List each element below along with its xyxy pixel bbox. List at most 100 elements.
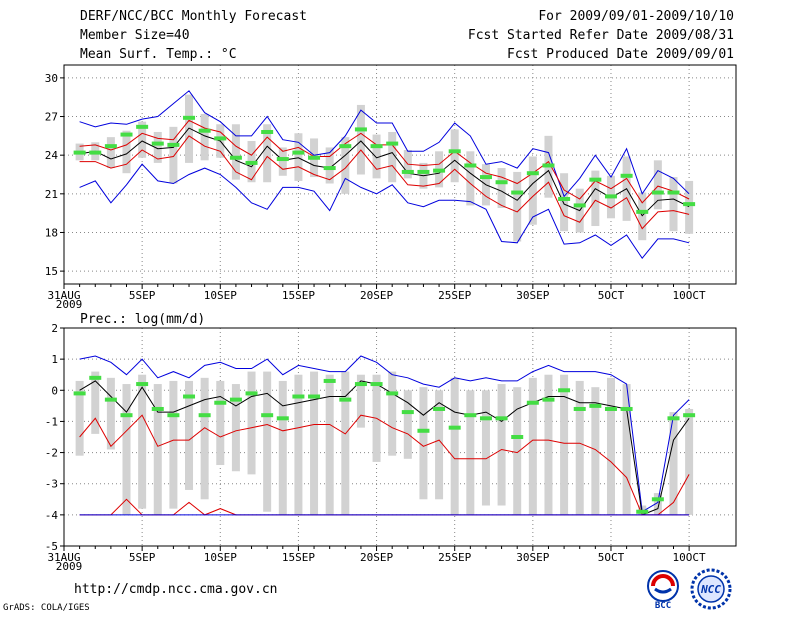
spread-box	[513, 387, 522, 515]
spread-box	[466, 151, 475, 206]
spread-box	[388, 371, 397, 456]
median-marker	[526, 171, 539, 176]
median-marker	[620, 173, 633, 178]
median-marker	[433, 406, 446, 411]
forecast-period: For 2009/09/01-2009/10/10	[538, 9, 734, 24]
temperature-panel: 15 18 21 24 27 30 31AUG 5SEP 10SEP 15SEP 20SEP 25SE…	[45, 64, 737, 311]
source-url[interactable]: http://cmdp.ncc.cma.gov.cn	[74, 582, 278, 597]
median-marker	[636, 509, 649, 514]
spread-box	[372, 134, 381, 179]
median-marker	[479, 416, 492, 421]
median-marker	[104, 144, 117, 149]
grid-lines	[64, 65, 736, 284]
y-tick-label: -2	[45, 447, 58, 460]
median-marker	[89, 150, 102, 155]
median-marker	[573, 406, 586, 411]
y-tick-label: 27	[45, 111, 58, 124]
median-marker	[261, 413, 274, 418]
median-marker	[104, 397, 117, 402]
x-tick-label: 31AUG	[47, 551, 80, 564]
median-marker	[245, 160, 258, 165]
median-marker	[636, 209, 649, 214]
spread-box	[606, 377, 615, 515]
median-marker	[370, 382, 383, 387]
grads-credit: GrADS: COLA/IGES	[3, 603, 90, 613]
median-marker	[558, 388, 571, 393]
spread-box	[231, 124, 240, 180]
y-tick-label: 30	[45, 72, 58, 85]
y-tick-label: 2	[51, 322, 58, 335]
median-marker	[667, 190, 680, 195]
series-spread-upper-line	[79, 119, 690, 204]
median-marker	[292, 394, 305, 399]
chart-title: DERF/NCC/BCC Monthly Forecast	[80, 9, 307, 24]
x-year-label: 2009	[56, 298, 83, 311]
median-marker	[495, 416, 508, 421]
ncc-logo-icon: NCC	[690, 568, 732, 610]
precipitation-panel: -5 -4 -3 -2 -1 0 1 2 31AUG 5SEP 10SEP 15SEP 20SEP 25S…	[45, 312, 737, 573]
median-marker	[526, 400, 539, 405]
x-tick-label: 5SEP	[129, 551, 156, 564]
median-marker	[214, 400, 227, 405]
spread-box	[231, 384, 240, 472]
y-tick-label: 24	[45, 149, 59, 162]
spread-box	[91, 371, 100, 434]
median-marker	[417, 169, 430, 174]
median-marker	[542, 397, 555, 402]
series-min-line	[79, 163, 690, 260]
median-marker	[683, 413, 696, 418]
spread-box	[263, 371, 272, 512]
y-tick-label: -5	[45, 540, 58, 553]
series-mean-line	[79, 127, 690, 217]
median-marker	[479, 175, 492, 180]
spread-box	[325, 374, 334, 515]
y-tick-label: -1	[45, 415, 58, 428]
median-marker	[73, 391, 86, 396]
median-marker	[229, 155, 242, 160]
spread-box	[216, 380, 225, 466]
median-marker	[464, 413, 477, 418]
median-marker	[339, 397, 352, 402]
median-marker	[683, 202, 696, 207]
spread-box	[450, 129, 459, 183]
y-tick-label: 1	[51, 353, 58, 366]
spread-box	[294, 374, 303, 515]
x-tick-label: 20SEP	[360, 289, 393, 302]
plot-frame	[63, 327, 737, 547]
median-marker	[167, 413, 180, 418]
median-marker	[136, 382, 149, 387]
series-spread-lower-line	[79, 135, 690, 230]
median-marker	[620, 406, 633, 411]
median-marker	[89, 375, 102, 380]
median-marker	[229, 397, 242, 402]
spread-box	[200, 377, 209, 500]
median-marker	[120, 413, 133, 418]
median-marker	[401, 169, 414, 174]
spread-box	[435, 390, 444, 500]
spread-box	[278, 147, 287, 176]
x-tick-label: 30SEP	[516, 289, 549, 302]
median-marker	[448, 149, 461, 154]
member-size: Member Size=40	[80, 28, 190, 43]
x-tick-label: 25SEP	[438, 289, 471, 302]
spread-box	[356, 104, 365, 175]
spread-box	[544, 374, 553, 515]
median-marker	[417, 428, 430, 433]
y-tick-label: 18	[45, 226, 58, 239]
median-marker	[198, 413, 211, 418]
ncc-logo-text: NCC	[700, 583, 721, 596]
series-spread-upper-curve-line	[79, 414, 690, 516]
bcc-logo-text: BCC	[655, 601, 671, 610]
median-marker	[183, 394, 196, 399]
spread-box	[278, 380, 287, 515]
median-marker	[604, 406, 617, 411]
spread-box	[622, 384, 631, 515]
median-marker	[604, 194, 617, 199]
spread-box	[294, 133, 303, 181]
spread-box	[169, 126, 178, 184]
spread-box	[356, 374, 365, 428]
spread-box	[153, 384, 162, 515]
median-marker	[448, 425, 461, 430]
x-tick-label: 10OCT	[673, 551, 706, 564]
